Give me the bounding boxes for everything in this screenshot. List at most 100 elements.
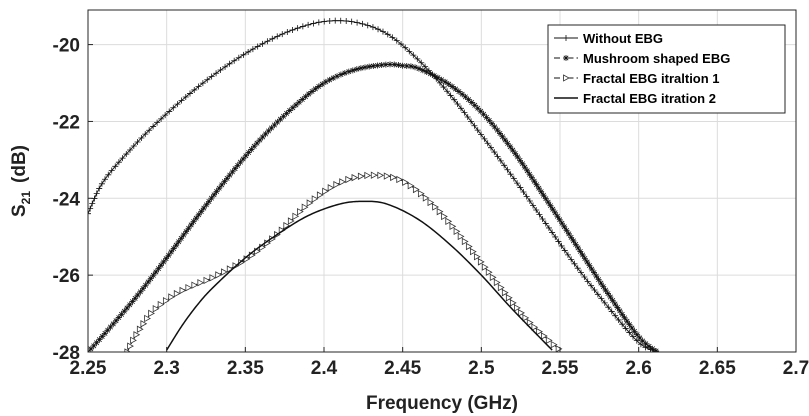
series-marker (468, 118, 475, 125)
series-marker (203, 201, 210, 208)
series-marker (593, 273, 600, 280)
series-marker (370, 171, 378, 179)
series-marker (254, 43, 261, 50)
series-marker (173, 242, 180, 249)
series-marker (469, 247, 477, 256)
series-marker (504, 140, 511, 147)
series-marker (403, 62, 410, 69)
series-marker (383, 172, 391, 180)
series-marker (195, 83, 202, 90)
series-marker (115, 314, 122, 321)
x-axis-label: Frequency (GHz) (366, 393, 518, 414)
series-marker (277, 116, 284, 123)
series-marker (132, 295, 139, 302)
series-marker (653, 347, 660, 352)
series-3 (124, 171, 563, 352)
series-marker (345, 175, 353, 184)
series-marker (628, 325, 635, 332)
series-marker (191, 281, 199, 289)
series-marker (309, 88, 316, 95)
series-marker (129, 298, 136, 305)
series-marker (259, 133, 266, 140)
series-marker (574, 265, 581, 272)
legend-item: Without EBG (554, 31, 663, 46)
series-marker (390, 173, 397, 182)
series-marker (531, 178, 538, 185)
series-marker (208, 195, 215, 202)
series-marker (119, 155, 126, 162)
series-marker (213, 70, 220, 77)
series-marker (337, 17, 344, 24)
series-marker (530, 202, 537, 209)
series-marker (556, 216, 563, 223)
series-marker (224, 175, 231, 182)
series-marker (204, 76, 211, 83)
series-marker (93, 339, 100, 346)
series-marker (292, 101, 299, 108)
series-marker (427, 198, 435, 207)
series-marker (286, 107, 293, 114)
series-marker (157, 300, 165, 309)
series-marker (147, 275, 154, 282)
legend-item: Fractal EBG itration 2 (554, 91, 716, 106)
series-marker (105, 171, 112, 178)
series-marker (626, 321, 633, 328)
series-marker (232, 165, 239, 172)
series-marker (185, 225, 192, 232)
series-marker (538, 188, 545, 195)
series-marker (423, 69, 430, 76)
series-marker (600, 283, 607, 290)
legend: Without EBG Mushroom shaped EBG Fractal EB… (547, 24, 786, 114)
series-marker (432, 203, 439, 211)
series-marker (514, 304, 521, 312)
series-marker (502, 137, 509, 144)
series-marker (316, 191, 324, 199)
series-marker (332, 17, 339, 24)
y-tick-label: -28 (53, 343, 80, 364)
series-marker (330, 74, 337, 81)
series-marker (185, 284, 193, 292)
series-marker (121, 308, 128, 315)
series-marker (462, 93, 469, 100)
series-marker (615, 316, 622, 323)
series-marker (588, 266, 595, 273)
series-marker (646, 343, 653, 350)
series-marker (191, 86, 198, 93)
series-marker (188, 221, 195, 228)
y-axis-ticks: -28 -26 -24 -22 -20 (53, 36, 93, 364)
series-marker (545, 336, 553, 344)
series-marker (422, 194, 430, 202)
series-marker (124, 305, 131, 312)
series-marker (481, 263, 489, 271)
series-marker (322, 187, 329, 195)
series-marker (333, 180, 341, 189)
y-axis-label: S21 (dB) (9, 145, 33, 217)
series-marker (487, 144, 494, 151)
series-marker (568, 234, 575, 241)
series-marker (457, 232, 465, 241)
series-marker (419, 67, 426, 74)
series-marker (491, 149, 498, 156)
series-marker (447, 92, 454, 99)
series-marker (616, 307, 623, 314)
series-marker (608, 308, 615, 315)
series-marker (578, 269, 585, 276)
series-marker (240, 155, 247, 162)
series-marker (542, 195, 549, 202)
series-marker (387, 61, 394, 68)
series-marker (518, 309, 525, 317)
legend-label: Mushroom shaped EBG (583, 51, 730, 66)
series-marker (326, 76, 333, 83)
series-marker (391, 61, 398, 68)
series-marker (294, 25, 301, 32)
series-marker (581, 273, 588, 280)
series-marker (235, 54, 242, 61)
series-line (166, 200, 553, 351)
series-marker (389, 34, 396, 41)
series-marker (550, 340, 558, 349)
series-marker (237, 159, 244, 166)
x-tick-label: 2.65 (699, 358, 736, 379)
series-marker (251, 143, 258, 150)
series-marker (274, 119, 281, 126)
series-marker (614, 304, 621, 311)
